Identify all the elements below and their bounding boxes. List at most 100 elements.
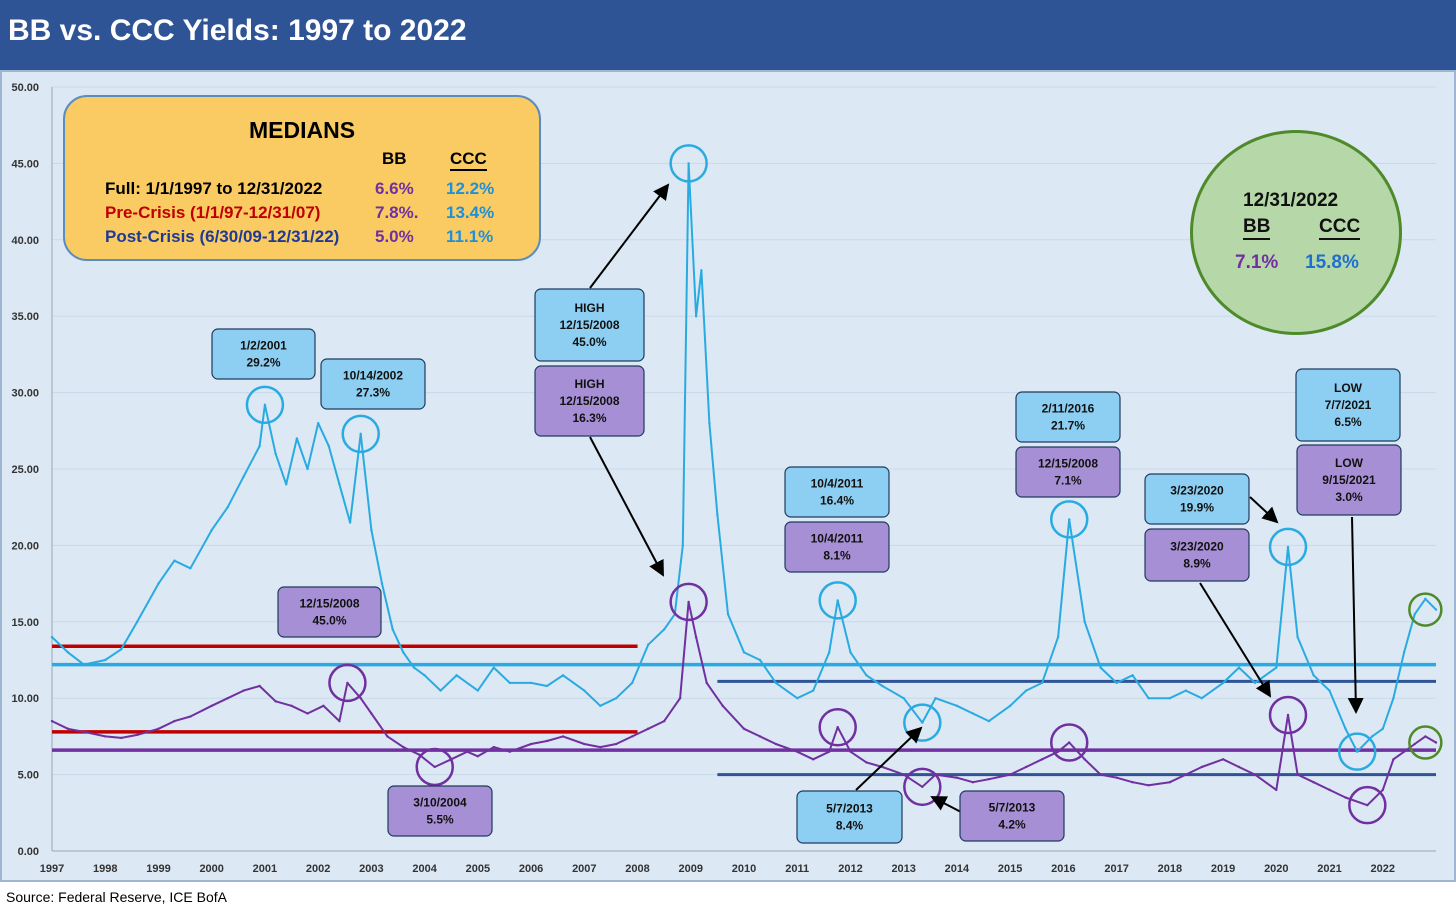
callout-text: 8.9%	[1183, 557, 1211, 571]
data-point-bb	[210, 704, 213, 708]
data-point-bb	[492, 745, 496, 749]
x-tick-label: 2000	[199, 863, 223, 875]
data-point-bb	[678, 697, 682, 700]
data-point-ccc	[1184, 689, 1188, 692]
callout-text: 9/15/2021	[1322, 473, 1376, 487]
data-point-bb	[796, 750, 799, 753]
data-point-ccc	[1147, 697, 1150, 700]
x-tick-label: 2018	[1158, 863, 1182, 875]
y-tick-label: 10.00	[11, 693, 39, 705]
latest-date: 12/31/2022	[1243, 190, 1339, 211]
y-tick-label: 0.00	[18, 846, 39, 858]
data-point-ccc	[1008, 704, 1012, 708]
latest-bb-label: BB	[1243, 216, 1271, 240]
callout-text: LOW	[1335, 456, 1364, 470]
data-point-bb	[1221, 758, 1225, 761]
data-point-ccc	[173, 559, 176, 562]
callout-box-ccc	[211, 328, 316, 380]
callout-arrow	[1199, 582, 1272, 698]
x-tick-label: 2003	[359, 863, 383, 875]
callout-text: 12/15/2008	[559, 394, 619, 408]
callout-box-ccc	[320, 358, 426, 410]
x-tick-label: 2014	[945, 863, 970, 875]
callout-box-bb	[277, 586, 382, 638]
callout-arrow	[855, 726, 923, 791]
highlight-circle-bb	[415, 747, 454, 787]
data-point-ccc	[274, 452, 277, 455]
data-point-ccc	[104, 658, 107, 662]
callout-text: 12/15/2008	[1038, 457, 1098, 471]
x-tick-label: 1998	[93, 863, 117, 875]
data-point-bb	[338, 719, 341, 723]
data-point-bb	[1328, 788, 1331, 792]
callout-text: 3/23/2020	[1170, 540, 1224, 554]
callout-text: 12/15/2008	[299, 597, 359, 611]
highlight-circle-bb	[1268, 695, 1308, 735]
data-point-ccc	[1402, 651, 1406, 654]
data-point-ccc	[348, 521, 352, 524]
data-point-ccc	[1253, 681, 1257, 685]
highlight-circle-ccc	[669, 144, 708, 183]
median-row-post-label: Post-Crisis (6/30/09-12/31/22)	[105, 227, 340, 246]
callout-box-bb	[387, 785, 493, 837]
y-tick-label: 40.00	[11, 235, 39, 247]
data-point-bb	[849, 750, 852, 753]
data-point-ccc	[1381, 727, 1384, 730]
callout-text: LOW	[1334, 381, 1363, 395]
data-point-ccc	[836, 599, 839, 602]
data-point-bb	[1275, 788, 1278, 792]
callout-arrow	[930, 796, 962, 813]
medians-box: MEDIANS BB CCC Full: 1/1/1997 to 12/31/2…	[63, 95, 541, 261]
highlight-circle-ccc	[1268, 527, 1308, 567]
data-point-ccc	[1040, 681, 1044, 685]
y-tick-label: 20.00	[11, 540, 39, 552]
data-point-ccc	[921, 721, 924, 724]
callout-box-bb	[1144, 528, 1250, 582]
data-point-bb	[104, 735, 107, 738]
data-point-bb	[1131, 781, 1134, 784]
data-point-ccc	[1131, 674, 1134, 677]
x-tick-label: 2013	[891, 863, 915, 875]
data-point-bb	[466, 750, 469, 753]
data-point-ccc	[226, 506, 229, 509]
x-axis-ticks: 1997 1998 1999 2000 2001 2002 2003 2004 2005 2006…	[40, 863, 1395, 875]
median-row-pre-label: Pre-Crisis (1/1/97-12/31/07)	[105, 203, 321, 222]
data-point-bb	[865, 761, 868, 764]
callout-text: HIGH	[575, 377, 605, 391]
x-tick-label: 2004	[412, 863, 437, 875]
data-point-bb	[386, 735, 389, 738]
data-point-ccc	[796, 697, 799, 700]
data-point-ccc	[1221, 681, 1225, 685]
highlight-circle-bb	[328, 663, 367, 703]
data-point-bb	[694, 635, 698, 639]
data-point-ccc	[687, 162, 690, 165]
data-point-bb	[189, 715, 192, 718]
x-tick-label: 2017	[1104, 863, 1128, 875]
x-tick-label: 2005	[466, 863, 490, 875]
y-tick-label: 15.00	[11, 617, 39, 629]
data-point-ccc	[881, 684, 884, 688]
data-point-bb	[1168, 781, 1172, 784]
callout-box-bb	[784, 521, 890, 573]
callout-text: 19.9%	[1180, 501, 1214, 515]
data-point-ccc	[66, 651, 70, 654]
data-point-bb	[1344, 796, 1347, 799]
data-point-ccc	[189, 567, 192, 570]
data-point-ccc	[700, 269, 703, 272]
data-point-ccc	[1312, 674, 1315, 677]
data-point-bb	[812, 758, 815, 761]
data-point-ccc	[338, 483, 341, 486]
y-tick-label: 50.00	[11, 82, 39, 94]
data-point-ccc	[476, 689, 480, 692]
data-point-ccc	[135, 620, 139, 623]
data-point-bb	[721, 704, 724, 708]
data-point-bb	[1286, 713, 1290, 717]
data-point-ccc	[631, 681, 634, 685]
data-point-ccc	[1056, 635, 1060, 639]
medians-col-ccc: CCC	[450, 149, 487, 171]
data-point-ccc	[1115, 681, 1118, 685]
data-point-ccc	[327, 444, 330, 448]
data-point-ccc	[662, 628, 666, 631]
data-point-ccc	[1328, 689, 1331, 692]
data-point-ccc	[865, 674, 868, 677]
